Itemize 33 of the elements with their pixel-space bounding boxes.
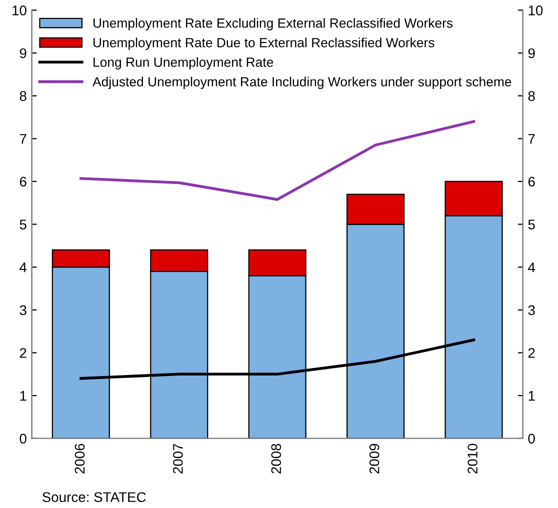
y2-tick-label: 2 bbox=[528, 348, 535, 358]
legend-label: Unemployment Rate Due to External Reclassified Workers bbox=[94, 38, 434, 50]
y2-tick-label: 1 bbox=[528, 391, 535, 401]
x-tick-label: 2007 bbox=[173, 444, 183, 474]
y-tick-label: 3 bbox=[20, 305, 26, 316]
y-tick-label: 1 bbox=[20, 391, 26, 401]
x-tick-label: 2010 bbox=[468, 444, 478, 474]
y2-tick-label: 0 bbox=[528, 434, 535, 444]
legend-label: Adjusted Unemployment Rate Including Workers under support scheme bbox=[92, 76, 512, 90]
y2-tick-label: 3 bbox=[528, 305, 535, 316]
legend-label: Long Run Unemployment Rate bbox=[94, 57, 274, 70]
y2-tick-label: 8 bbox=[528, 91, 535, 101]
x-tick-label: 2008 bbox=[271, 444, 282, 474]
y-tick-label: 8 bbox=[20, 91, 26, 101]
y2-tick-label: 10 bbox=[528, 5, 543, 16]
line-series bbox=[80, 120, 476, 201]
y2-tick-label: 6 bbox=[528, 176, 535, 187]
y-tick-label: 4 bbox=[20, 262, 27, 272]
y-tick-label: 0 bbox=[20, 434, 26, 444]
y2-tick-label: 4 bbox=[528, 262, 536, 272]
y-tick-label: 2 bbox=[20, 348, 26, 358]
y2-tick-label: 9 bbox=[528, 48, 535, 58]
source-note: Source: STATEC bbox=[42, 492, 146, 502]
legend-label: Unemployment Rate Excluding External Reclassified Workers bbox=[94, 18, 453, 30]
y-tick-label: 9 bbox=[20, 48, 26, 58]
x-tick-label: 2009 bbox=[369, 444, 380, 474]
y2-tick-label: 7 bbox=[528, 134, 535, 144]
y-tick-label: 5 bbox=[20, 220, 26, 230]
y2-tick-label: 5 bbox=[528, 220, 535, 230]
y-tick-label: 7 bbox=[20, 134, 26, 144]
y-tick-label: 6 bbox=[20, 176, 26, 187]
x-tick-label: 2006 bbox=[74, 444, 85, 474]
y-tick-label: 10 bbox=[12, 5, 26, 16]
